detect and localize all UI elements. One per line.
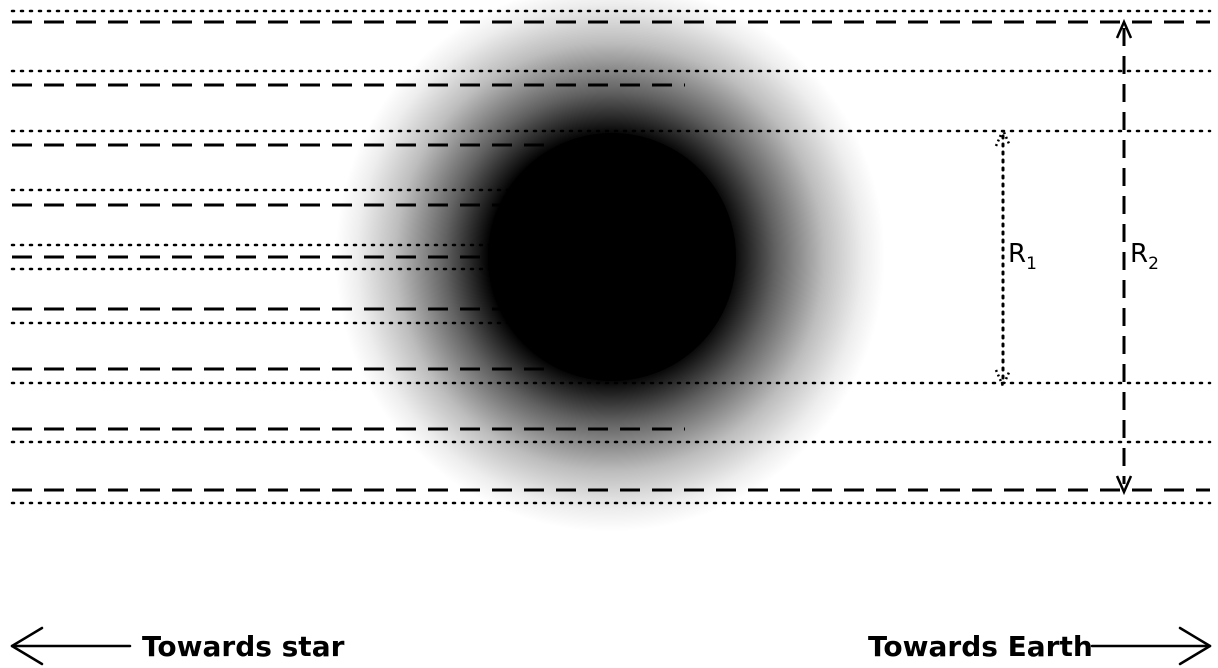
towards-star-label: Towards star (142, 630, 345, 663)
r1-subscript: 1 (1026, 254, 1037, 274)
arrow-right-icon (1090, 626, 1212, 666)
planet-disk (488, 133, 736, 381)
towards-earth-label: Towards Earth (868, 630, 1093, 663)
r1-letter: R (1008, 239, 1026, 269)
arrow-left-icon (10, 626, 132, 666)
r2-label: R2 (1130, 239, 1159, 274)
r1-arrow (994, 126, 1012, 390)
r1-label: R1 (1008, 239, 1037, 274)
r2-letter: R (1130, 239, 1148, 269)
r2-arrow (1115, 18, 1133, 496)
dotted-ray-lines (10, 9, 1212, 505)
dashed-ray-lines (12, 20, 1210, 492)
r2-subscript: 2 (1148, 254, 1159, 274)
